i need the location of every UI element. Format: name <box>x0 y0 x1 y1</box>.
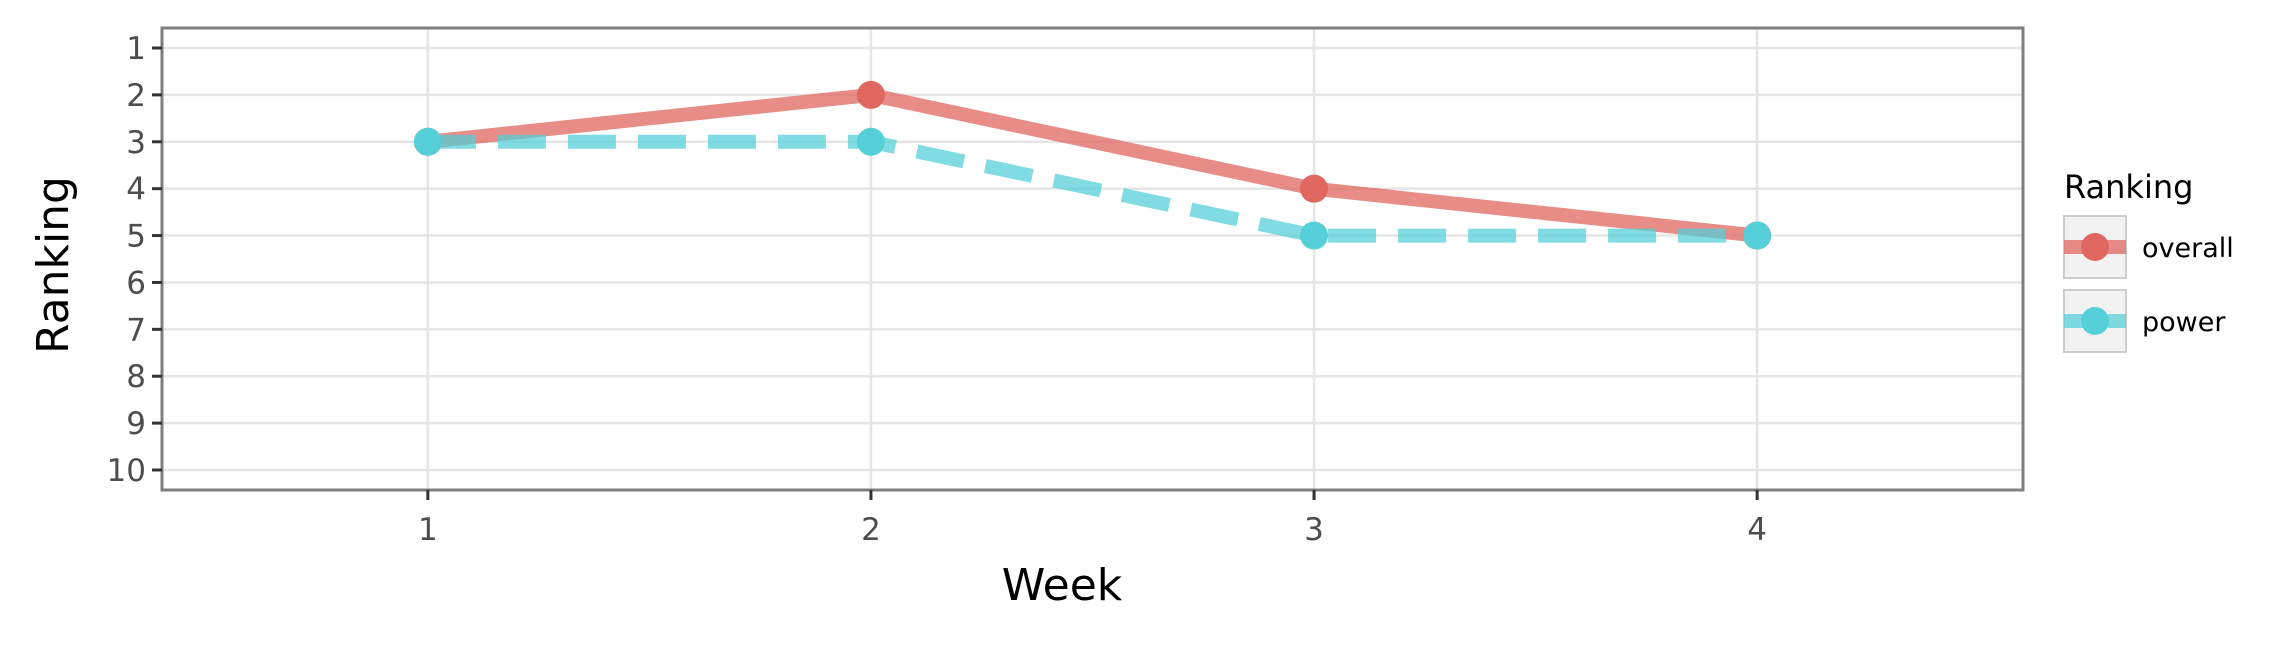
legend-label-power: power <box>2142 307 2226 338</box>
x-axis-title: Week <box>1002 560 1123 611</box>
series-line-overall <box>427 87 1758 243</box>
data-point-power <box>856 127 885 156</box>
data-point-overall <box>856 80 885 109</box>
legend-title: Ranking <box>2064 168 2193 206</box>
y-tick-label: 3 <box>126 125 146 161</box>
y-tick-label: 1 <box>126 31 146 67</box>
y-tick-label: 10 <box>107 453 146 489</box>
legend-label-overall: overall <box>2142 233 2234 264</box>
y-tick-label: 8 <box>126 359 146 395</box>
y-axis: 1 2 3 4 5 6 7 8 9 10 <box>107 31 162 489</box>
data-point-power <box>1300 221 1329 250</box>
x-tick-label: 3 <box>1304 512 1324 548</box>
plot-panel-border <box>160 26 2025 492</box>
y-tick-label: 5 <box>126 219 146 255</box>
legend: Ranking overall power <box>2063 168 2234 353</box>
y-axis-title: Ranking <box>28 176 79 354</box>
legend-point-power <box>2081 307 2109 335</box>
y-tick-label: 6 <box>126 265 146 301</box>
x-tick-label: 2 <box>861 512 881 548</box>
legend-point-overall <box>2081 233 2109 261</box>
x-tick-label: 4 <box>1747 512 1767 548</box>
y-tick-label: 7 <box>126 312 146 348</box>
grid-lines <box>162 28 2023 490</box>
y-tick-label: 9 <box>126 406 146 442</box>
data-point-power <box>413 127 442 156</box>
y-tick-label: 2 <box>126 78 146 114</box>
x-tick-label: 1 <box>418 512 438 548</box>
y-tick-label: 4 <box>126 172 146 208</box>
data-point-overall <box>1300 174 1329 203</box>
series-layer <box>413 80 1772 250</box>
x-axis: 1 2 3 4 <box>418 490 1767 548</box>
series-line-power <box>427 134 1758 243</box>
legend-entries: overall power <box>2063 215 2234 353</box>
data-point-power <box>1743 221 1772 250</box>
